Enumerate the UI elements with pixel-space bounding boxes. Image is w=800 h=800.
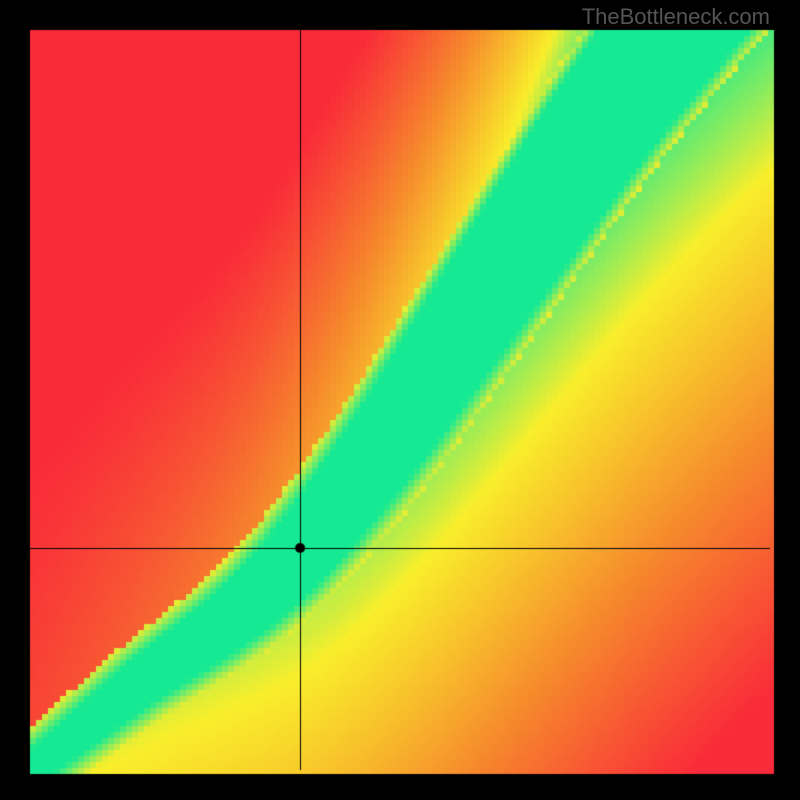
watermark-text: TheBottleneck.com [582, 4, 770, 30]
bottleneck-heatmap-canvas [0, 0, 800, 800]
chart-stage: TheBottleneck.com [0, 0, 800, 800]
